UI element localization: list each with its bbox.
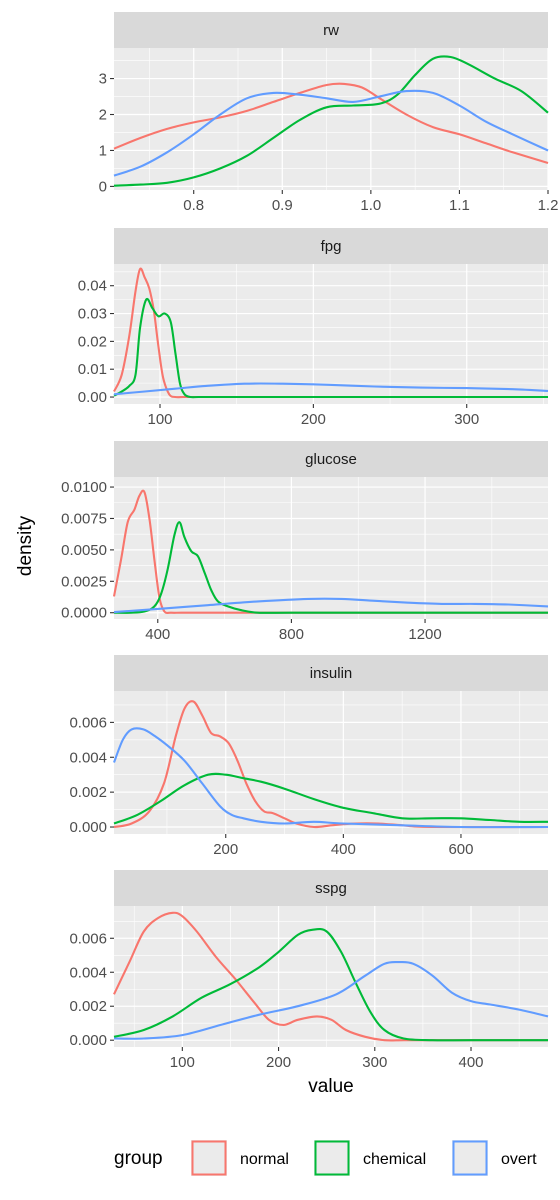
y-tick-label: 0.006 <box>69 930 107 947</box>
x-tick-label: 800 <box>279 626 304 643</box>
x-tick-label: 200 <box>213 841 238 858</box>
y-tick-label: 0.0025 <box>61 573 107 590</box>
facet-strip <box>114 655 548 691</box>
density-line-chemical <box>113 927 548 1042</box>
y-tick-label: 0.04 <box>78 278 107 295</box>
y-tick-label: 0.002 <box>69 784 107 801</box>
panel-background <box>114 477 548 619</box>
legend-label-overt: overt <box>501 1151 537 1168</box>
y-tick-label: 2 <box>99 107 107 124</box>
legend-key-normal <box>191 1140 227 1176</box>
y-axis-title: density <box>15 515 36 576</box>
x-tick-label: 1.1 <box>449 197 470 214</box>
facet-strip-label: rw <box>323 22 339 39</box>
y-tick-label: 0.000 <box>69 1032 107 1049</box>
x-tick-label: 100 <box>147 411 172 428</box>
facet-panel-sspg: sspg 100 200 300 400 0.000 0.002 0.004 0.006 <box>69 870 549 1071</box>
y-tick-label: 0.0075 <box>61 510 107 527</box>
x-tick-label: 0.8 <box>183 197 204 214</box>
x-tick-label: 400 <box>458 1054 483 1071</box>
panel-background <box>114 48 548 190</box>
legend-key-bg-chemical <box>314 1140 350 1176</box>
x-axis-title: value <box>308 1076 353 1097</box>
x-tick-label: 1.2 <box>538 197 559 214</box>
panel-background <box>114 906 548 1047</box>
panel-background <box>114 691 548 834</box>
y-tick-label: 0.02 <box>78 333 107 350</box>
density-line-chemical <box>113 297 548 399</box>
facet-strip-label: glucose <box>305 451 357 468</box>
facet-strip <box>114 441 548 477</box>
density-line-overt <box>113 597 549 614</box>
legend: group normal chemical overt <box>114 1140 537 1176</box>
x-tick-label: 1.0 <box>360 197 381 214</box>
x-tick-label: 300 <box>362 1054 387 1071</box>
x-tick-label: 600 <box>448 841 473 858</box>
x-tick-label: 100 <box>170 1054 195 1071</box>
legend-key-chemical <box>314 1140 350 1176</box>
x-tick-label: 400 <box>331 841 356 858</box>
x-tick-label: 400 <box>145 626 170 643</box>
legend-label-chemical: chemical <box>363 1151 426 1168</box>
density-line-overt <box>113 727 549 829</box>
facet-panel-insulin: insulin 200 400 600 0.000 0.002 0.004 0.006 <box>69 655 549 858</box>
density-line-chemical <box>113 772 549 825</box>
legend-key-bg-overt <box>452 1140 488 1176</box>
x-tick-label: 200 <box>266 1054 291 1071</box>
facet-strip <box>114 870 548 906</box>
y-tick-label: 0.01 <box>78 361 107 378</box>
y-tick-label: 0.004 <box>69 749 107 766</box>
y-tick-label: 3 <box>99 71 107 88</box>
facet-panel-glucose: glucose 400 800 1200 0.0000 0.0025 0.0050 0.007… <box>61 441 549 643</box>
facet-strip <box>114 228 548 264</box>
density-line-normal <box>113 911 548 1042</box>
x-tick-label: 200 <box>301 411 326 428</box>
legend-key-overt <box>452 1140 488 1176</box>
facet-strip-label: fpg <box>321 238 342 255</box>
y-tick-label: 0.006 <box>69 714 107 731</box>
y-tick-label: 0.0000 <box>61 605 107 622</box>
density-line-overt <box>113 960 549 1040</box>
y-tick-label: 0.000 <box>69 819 107 836</box>
y-tick-label: 0 <box>99 178 107 195</box>
legend-key-bg-normal <box>191 1140 227 1176</box>
facet-strip-label: sspg <box>315 880 347 897</box>
density-line-overt <box>113 89 549 177</box>
y-tick-label: 0.004 <box>69 964 107 981</box>
panel-background <box>114 264 548 404</box>
x-tick-label: 1200 <box>408 626 441 643</box>
legend-label-normal: normal <box>240 1151 289 1168</box>
facet-panels: rw 0.8 0.9 1.0 1.1 1.2 0 1 2 3 fpg 100 200 300 0.00 0.0… <box>61 12 558 1071</box>
density-line-overt <box>113 382 549 396</box>
density-line-chemical <box>113 521 548 614</box>
y-tick-label: 0.002 <box>69 998 107 1015</box>
y-tick-label: 0.0050 <box>61 542 107 559</box>
density-line-normal <box>113 82 549 165</box>
density-line-chemical <box>113 55 549 187</box>
y-tick-label: 0.0100 <box>61 479 107 496</box>
facet-panel-fpg: fpg 100 200 300 0.00 0.01 0.02 0.03 0.04 <box>78 228 549 428</box>
facet-panel-rw: rw 0.8 0.9 1.0 1.1 1.2 0 1 2 3 <box>99 12 559 214</box>
legend-title: group <box>114 1148 163 1169</box>
x-tick-label: 0.9 <box>272 197 293 214</box>
x-tick-label: 300 <box>454 411 479 428</box>
y-tick-label: 0.00 <box>78 389 107 406</box>
facet-strip-label: insulin <box>310 665 353 682</box>
y-tick-label: 1 <box>99 142 107 159</box>
y-tick-label: 0.03 <box>78 306 107 323</box>
facet-strip <box>114 12 548 48</box>
